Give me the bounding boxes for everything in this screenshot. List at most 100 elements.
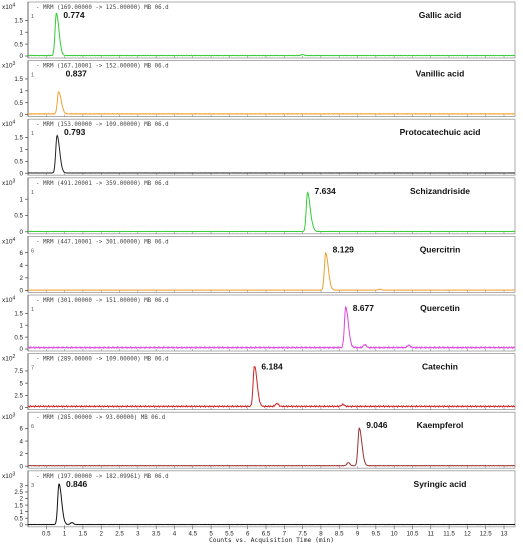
panel-frame <box>27 177 516 235</box>
y-tick-label: 0 <box>20 229 24 236</box>
peak-label: 0.793 <box>64 127 86 137</box>
x-tick-label: 1 <box>63 530 67 537</box>
y-tick-label: 4 <box>20 438 24 445</box>
y-tick-label: 1.5 <box>14 76 23 83</box>
y-scale-exponent: x103 <box>2 471 15 480</box>
compound-name: Schizandriside <box>410 186 470 196</box>
x-tick-label: 6 <box>246 530 250 537</box>
y-tick-label: 0 <box>20 463 24 470</box>
y-tick-label: 1 <box>20 322 24 329</box>
peak-label: 0.774 <box>63 10 85 20</box>
y-tick-label: 0 <box>20 346 24 353</box>
corner-label: 1 <box>31 73 34 79</box>
y-tick-label: 4 <box>20 262 24 269</box>
compound-name: Syringic acid <box>414 479 467 489</box>
x-tick-label: 2.5 <box>115 530 124 537</box>
trace-header: - MRM (491.20001 -> 359.00000) MB 06.d <box>36 181 169 187</box>
chromatogram-panel-6: x104 - MRM (301.00000 -> 151.00000) MB 06… <box>2 294 516 353</box>
trace-header: - MRM (197.00000 -> 182.09961) MB 06.d <box>36 474 169 480</box>
corner-label: 1 <box>31 190 34 196</box>
chromatogram-panel-3: x104 - MRM (153.00000 -> 109.00000) MB 06… <box>2 118 516 177</box>
x-tick-label: 4 <box>173 530 177 537</box>
x-tick-label: 11.5 <box>443 530 455 537</box>
x-tick-label: 12.5 <box>480 530 493 537</box>
y-scale-exponent: x103 <box>2 61 15 70</box>
trace-header: - MRM (301.00000 -> 151.00000) MB 06.d <box>36 298 169 304</box>
y-scale-exponent: x103 <box>2 413 15 422</box>
x-tick-label: 3.5 <box>152 530 161 537</box>
x-tick-label: 4.5 <box>188 530 197 537</box>
corner-label: 6 <box>31 248 34 254</box>
corner-label: 6 <box>31 424 34 430</box>
y-scale-exponent: x104 <box>2 237 15 246</box>
y-tick-label: 1 <box>20 196 24 203</box>
chromatogram-panel-2: x103 - MRM (167.10001 -> 152.00000) MB 06… <box>2 60 516 119</box>
y-tick-label: 7.5 <box>14 368 23 375</box>
panel-frame <box>27 235 516 293</box>
trace-line <box>27 483 516 526</box>
y-tick-label: 1.5 <box>14 311 23 318</box>
peak-label: 8.677 <box>353 303 375 313</box>
compound-name: Vanillic acid <box>416 69 465 79</box>
compound-name: Gallic acid <box>419 10 462 20</box>
corner-label: 1 <box>31 307 34 313</box>
y-tick-label: 0 <box>20 288 24 295</box>
corner-label: 1 <box>31 14 34 20</box>
trace-line <box>27 134 516 174</box>
trace-line <box>27 427 516 467</box>
x-axis-label: Counts vs. Acquisition Time (min) <box>209 537 334 544</box>
peak-label: 0.846 <box>66 479 88 489</box>
panel-frame <box>27 60 516 117</box>
chromatogram-panel-8: x103 - MRM (285.00000 -> 93.00000) MB 06.… <box>2 411 516 470</box>
x-tick-label: 7 <box>283 530 287 537</box>
x-tick-label: 11 <box>428 530 435 537</box>
x-tick-label: 9 <box>356 530 360 537</box>
trace-line <box>27 91 516 115</box>
compound-name: Quercetin <box>420 303 460 313</box>
trace-line <box>27 191 516 233</box>
y-tick-label: 1.5 <box>14 18 23 25</box>
x-tick-label: 8.5 <box>335 530 344 537</box>
y-tick-label: 0.5 <box>14 515 23 522</box>
x-axis: 0.5 1 1.5 2 2.5 3 3.5 4 4.5 5 5.5 6 6.5 7 7.5 8 8.5 9 9.5 1… <box>42 526 508 544</box>
peak-label: 9.046 <box>366 420 388 430</box>
y-scale-exponent: x104 <box>2 120 15 129</box>
y-tick-label: 0.5 <box>14 41 23 48</box>
x-tick-label: 10 <box>391 530 398 537</box>
peak-label: 7.634 <box>315 186 337 196</box>
x-tick-label: 5.5 <box>225 530 234 537</box>
y-tick-label: 6 <box>20 250 24 257</box>
y-tick-label: 0 <box>20 112 24 119</box>
chromatogram-panel-9: x103 - MRM (197.00000 -> 182.09961) MB 06… <box>2 470 516 529</box>
x-tick-label: 5 <box>209 530 213 537</box>
trace-line <box>27 366 516 409</box>
peak-label: 0.837 <box>66 69 88 79</box>
y-tick-label: 2 <box>20 275 24 282</box>
y-tick-label: 5 <box>20 380 24 387</box>
panel-frame <box>27 470 516 528</box>
chromatogram-panel-1: x104 - MRM (169.00000 -> 125.00000) MB 06… <box>2 1 516 60</box>
x-tick-label: 2 <box>100 530 104 537</box>
y-tick-label: 0 <box>20 53 24 60</box>
corner-label: 1 <box>31 131 34 137</box>
x-tick-label: 12 <box>464 530 471 537</box>
y-scale-exponent: x102 <box>2 354 15 363</box>
y-tick-label: 0 <box>20 170 24 177</box>
panel-frame <box>27 1 516 59</box>
x-tick-label: 13 <box>501 530 508 537</box>
y-tick-label: 1.5 <box>14 135 23 142</box>
trace-header: - MRM (167.10001 -> 152.00000) MB 06.d <box>36 64 169 70</box>
trace-header: - MRM (289.00000 -> 109.00000) MB 06.d <box>36 357 169 363</box>
y-tick-label: 0.5 <box>14 213 23 220</box>
x-tick-label: 9.5 <box>372 530 381 537</box>
panel-frame <box>27 411 516 469</box>
y-tick-label: 1 <box>20 29 24 36</box>
chromatogram-panel-7: x102 - MRM (289.00000 -> 109.00000) MB 06… <box>2 353 516 412</box>
compound-name: Kaempferol <box>417 420 464 430</box>
y-scale-exponent: x104 <box>2 296 15 305</box>
y-tick-label: 2 <box>20 496 24 503</box>
y-tick-label: 0.5 <box>14 100 23 107</box>
panel-frame <box>27 118 516 176</box>
compound-name: Catechin <box>422 362 458 372</box>
y-tick-label: 2 <box>20 451 24 458</box>
